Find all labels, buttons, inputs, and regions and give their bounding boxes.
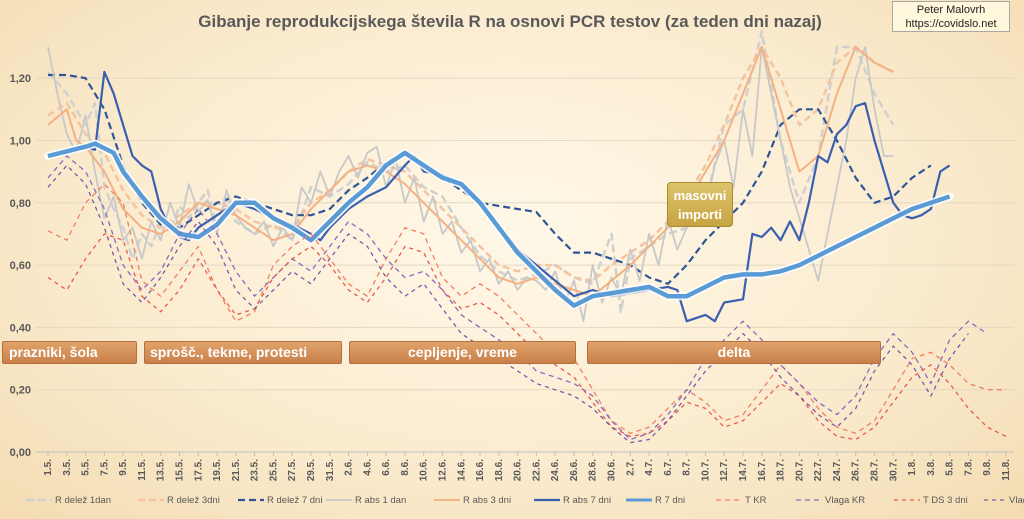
x-tick-label: 9.8. xyxy=(982,459,993,476)
y-tick-label: 0,20 xyxy=(10,385,31,397)
x-tick-label: 20.6. xyxy=(513,459,524,481)
legend-label-r-abs-1-dan: R abs 1 dan xyxy=(355,495,406,506)
x-tick-label: 6.7. xyxy=(663,459,674,476)
x-tick-label: 24.6. xyxy=(550,459,561,481)
series-line-r-abs-1-dan xyxy=(47,46,894,323)
x-tick-label: 3.8. xyxy=(926,459,937,476)
series-line-r-dele-1dan xyxy=(47,30,895,314)
legend: R delež 1dan R delež 3dni R delež 7 dni R a… xyxy=(26,495,1024,506)
x-tick-label: 30.7. xyxy=(888,459,899,481)
legend-label-t-ds-3-dni: T DS 3 dni xyxy=(923,495,968,506)
x-tick-label: 23.5. xyxy=(250,459,261,481)
legend-label-r-abs-7-dni: R abs 7 dni xyxy=(563,495,611,506)
y-tick-label: 0,60 xyxy=(10,260,31,272)
author-name: Peter Malovrh xyxy=(916,4,986,16)
y-tick-label: 0,80 xyxy=(10,198,31,210)
author-url[interactable]: https://covidslo.net xyxy=(905,18,997,30)
x-tick-label: 26.6. xyxy=(569,459,580,481)
band-delta: delta xyxy=(587,341,881,364)
legend-label-t-kr: T KR xyxy=(745,495,767,506)
chart-title: Gibanje reprodukcijskega števila R na os… xyxy=(198,12,822,31)
x-tick-label: 25.5. xyxy=(268,459,279,481)
x-tick-label: 22.7. xyxy=(813,459,824,481)
x-tick-label: 6.6. xyxy=(381,459,392,476)
legend-label-vlaga-deskle: Vlaga Deskle xyxy=(1009,495,1024,506)
series-line-r-7-dni xyxy=(47,141,951,308)
x-tick-label: 13.5. xyxy=(156,459,167,481)
series-line-r-abs-3-dni xyxy=(47,46,894,298)
x-tick-label: 12.7. xyxy=(719,459,730,481)
x-tick-label: 30.6. xyxy=(607,459,618,481)
x-tick-label: 12.6. xyxy=(437,459,448,481)
band-cepljenje: cepljenje, vreme xyxy=(349,341,576,364)
x-tick-label: 4.6. xyxy=(362,459,373,476)
x-tick-label: 5.5. xyxy=(81,459,92,476)
x-tick-label: 21.5. xyxy=(231,459,242,481)
legend-label-r-dele-3dni: R delež 3dni xyxy=(167,495,220,506)
x-tick-label: 28.6. xyxy=(588,459,599,481)
x-tick-label: 14.7. xyxy=(738,459,749,481)
series-line-r-dele-7-dni xyxy=(48,73,932,285)
x-tick-label: 22.6. xyxy=(531,459,542,481)
x-tick-label: 27.5. xyxy=(287,459,298,481)
x-tick-label: 19.5. xyxy=(212,459,223,481)
x-tick-label: 3.5. xyxy=(62,459,73,476)
legend-label-r-dele-1dan: R delež 1dan xyxy=(55,495,111,506)
x-tick-label: 15.5. xyxy=(174,459,185,481)
legend-label-r-7-dni: R 7 dni xyxy=(655,495,685,506)
x-tick-label: 18.7. xyxy=(776,459,787,481)
y-tick-label: 1,00 xyxy=(10,135,31,147)
series-line-vlaga-kr xyxy=(47,155,988,441)
x-tick-label: 16.7. xyxy=(757,459,768,481)
legend-label-r-dele-7-dni: R delež 7 dni xyxy=(267,495,322,506)
legend-label-vlaga-kr: Vlaga KR xyxy=(825,495,865,506)
series-line-r-dele-3dni xyxy=(47,45,894,282)
x-tick-label: 11.8. xyxy=(1001,459,1012,481)
x-tick-label: 29.5. xyxy=(306,459,317,481)
x-tick-label: 24.7. xyxy=(832,459,843,481)
x-tick-label: 7.5. xyxy=(99,459,110,476)
author-box: Peter Malovrh https://covidslo.net xyxy=(892,1,1010,32)
x-tick-label: 10.6. xyxy=(419,459,430,481)
band-prazniki: prazniki, šola xyxy=(2,341,137,364)
callout-masovni-importi: masovni importi xyxy=(667,182,733,227)
x-axis: 1.5. 3.5. 5.5. 7.5. 9.5. 11.5. 13.5. 15.5. 17.5.… xyxy=(43,452,1012,481)
x-tick-label: 10.7. xyxy=(700,459,711,481)
legend-label-r-abs-3-dni: R abs 3 dni xyxy=(463,495,511,506)
y-tick-label: 1,20 xyxy=(10,73,31,85)
series-line-t-kr xyxy=(47,183,1006,434)
x-tick-label: 11.5. xyxy=(137,459,148,481)
x-tick-label: 17.5. xyxy=(193,459,204,481)
y-tick-label: 0,00 xyxy=(10,447,31,459)
x-tick-label: 14.6. xyxy=(456,459,467,481)
x-tick-label: 16.6. xyxy=(475,459,486,481)
series-line-vlaga-deskle xyxy=(47,164,969,444)
y-tick-label: 0,40 xyxy=(10,322,31,334)
x-tick-label: 28.7. xyxy=(870,459,881,481)
x-tick-label: 26.7. xyxy=(851,459,862,481)
x-tick-label: 9.5. xyxy=(118,459,129,476)
y-axis: 0,00 0,20 0,40 0,60 0,80 1,00 1,20 xyxy=(10,73,31,459)
callout-line-1: masovni xyxy=(673,188,727,203)
series-layer xyxy=(44,30,1007,444)
x-tick-label: 8.7. xyxy=(682,459,693,476)
x-tick-label: 5.8. xyxy=(945,459,956,476)
x-tick-label: 2.7. xyxy=(625,459,636,476)
callout-line-2: importi xyxy=(677,207,723,222)
x-tick-label: 18.6. xyxy=(494,459,505,481)
x-tick-label: 20.7. xyxy=(794,459,805,481)
x-tick-label: 2.6. xyxy=(344,459,355,476)
x-tick-label: 1.8. xyxy=(907,459,918,476)
x-tick-label: 4.7. xyxy=(644,459,655,476)
x-tick-label: 1.5. xyxy=(43,459,54,476)
band-sprosc: sprošč., tekme, protesti xyxy=(144,341,342,364)
x-tick-label: 8.6. xyxy=(400,459,411,476)
x-tick-label: 31.5. xyxy=(325,459,336,481)
x-tick-label: 7.8. xyxy=(963,459,974,476)
